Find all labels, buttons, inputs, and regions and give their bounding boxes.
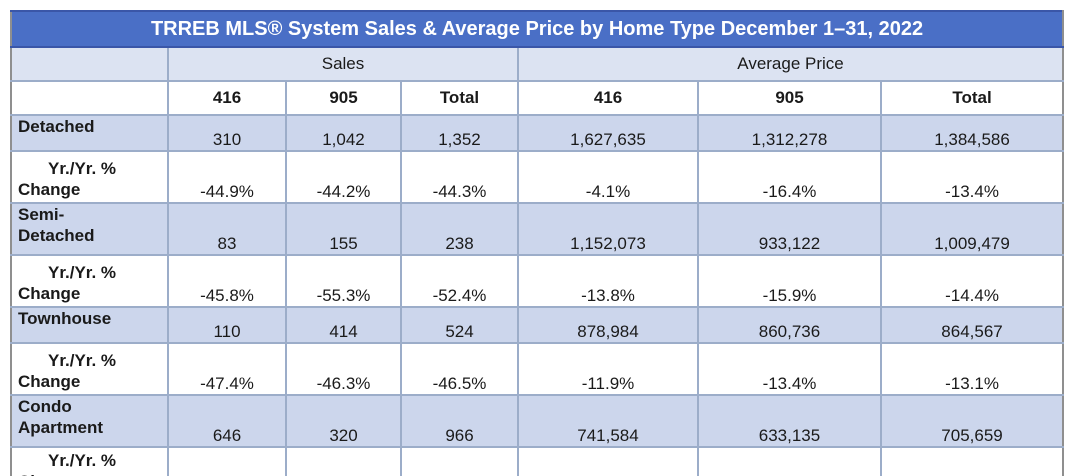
table-row-townhouse: Townhouse 110 414 524 878,984 860,736 86… xyxy=(10,306,1065,344)
cell-sales-905: 155 xyxy=(285,202,402,256)
cell-price-total: -14.4% xyxy=(879,254,1065,308)
table-title: TRREB MLS® System Sales & Average Price … xyxy=(9,10,1065,48)
cell-price-905: 860,736 xyxy=(697,306,882,344)
cell-sales-total: -52.4% xyxy=(400,254,519,308)
cell-sales-905: 320 xyxy=(285,394,402,448)
cell-sales-905: -55.3% xyxy=(285,254,402,308)
cell-price-total: -13.1% xyxy=(879,342,1065,396)
cell-sales-416: 110 xyxy=(167,306,287,344)
cell-sales-905: -44.2% xyxy=(285,150,402,204)
cell-sales-905: -47.4% xyxy=(285,446,402,476)
column-header-row: 416 905 Total 416 905 Total xyxy=(10,80,1065,116)
cell-price-total: -0.9% xyxy=(879,446,1065,476)
cell-sales-total: 524 xyxy=(400,306,519,344)
cell-price-416: 741,584 xyxy=(517,394,699,448)
group-header-row: Sales Average Price xyxy=(10,46,1065,82)
cell-price-905: 933,122 xyxy=(697,202,882,256)
cell-price-total: 705,659 xyxy=(879,394,1065,448)
table-row-detached: Detached 310 1,042 1,352 1,627,635 1,312… xyxy=(10,114,1065,152)
column-header-price-905: 905 xyxy=(697,80,882,116)
cell-price-905: -16.4% xyxy=(697,150,882,204)
cell-price-905: 633,135 xyxy=(697,394,882,448)
column-header-sales-total: Total xyxy=(400,80,519,116)
cell-price-total: 1,384,586 xyxy=(879,114,1065,152)
cell-price-905: -13.4% xyxy=(697,342,882,396)
table-row-detached-change: Yr./Yr. % Change -44.9% -44.2% -44.3% -4… xyxy=(10,150,1065,204)
row-label: Condo Apartment xyxy=(10,394,169,448)
cell-sales-total: -46.5% xyxy=(400,342,519,396)
row-label: Semi- Detached xyxy=(10,202,169,256)
cell-sales-416: -45.8% xyxy=(167,254,287,308)
group-header-sales: Sales xyxy=(167,46,519,82)
cell-price-905: -15.9% xyxy=(697,254,882,308)
cell-sales-total: 238 xyxy=(400,202,519,256)
cell-price-416: -4.1% xyxy=(517,150,699,204)
cell-price-416: -13.8% xyxy=(517,254,699,308)
cell-price-total: 864,567 xyxy=(879,306,1065,344)
cell-price-416: 1.4% xyxy=(517,446,699,476)
cell-sales-416: 83 xyxy=(167,202,287,256)
cell-sales-905: 414 xyxy=(285,306,402,344)
group-header-empty-cell xyxy=(10,46,169,82)
cell-sales-416: -47.4% xyxy=(167,342,287,396)
cell-sales-416: -55.3% xyxy=(167,446,287,476)
cell-price-416: 1,152,073 xyxy=(517,202,699,256)
cell-sales-416: 646 xyxy=(167,394,287,448)
column-header-price-416: 416 xyxy=(517,80,699,116)
cell-sales-total: 966 xyxy=(400,394,519,448)
table-row-semi-detached-change: Yr./Yr. % Change -45.8% -55.3% -52.4% -1… xyxy=(10,254,1065,308)
cell-price-905: 1,312,278 xyxy=(697,114,882,152)
cell-price-416: 1,627,635 xyxy=(517,114,699,152)
cell-sales-total: -44.3% xyxy=(400,150,519,204)
cell-sales-905: 1,042 xyxy=(285,114,402,152)
cell-price-total: -13.4% xyxy=(879,150,1065,204)
table-row-condo-apartment-change: Yr./Yr. % Change -55.3% -47.4% -52.9% 1.… xyxy=(10,446,1065,476)
table-row-condo-apartment: Condo Apartment 646 320 966 741,584 633,… xyxy=(10,394,1065,448)
column-header-sales-416: 416 xyxy=(167,80,287,116)
group-header-average-price: Average Price xyxy=(516,46,1065,82)
table-row-semi-detached: Semi- Detached 83 155 238 1,152,073 933,… xyxy=(10,202,1065,256)
cell-sales-416: 310 xyxy=(167,114,287,152)
cell-price-905: -5.2% xyxy=(697,446,882,476)
cell-sales-905: -46.3% xyxy=(285,342,402,396)
row-label: Yr./Yr. % Change xyxy=(10,254,169,308)
table-row-townhouse-change: Yr./Yr. % Change -47.4% -46.3% -46.5% -1… xyxy=(10,342,1065,396)
column-header-price-total: Total xyxy=(879,80,1065,116)
row-label: Yr./Yr. % Change xyxy=(10,342,169,396)
row-label: Yr./Yr. % Change xyxy=(10,150,169,204)
cell-sales-416: -44.9% xyxy=(167,150,287,204)
column-header-empty-cell xyxy=(10,80,169,116)
cell-price-416: 878,984 xyxy=(517,306,699,344)
cell-price-416: -11.9% xyxy=(517,342,699,396)
row-label: Detached xyxy=(10,114,169,152)
table-title-row: TRREB MLS® System Sales & Average Price … xyxy=(9,10,1065,48)
row-label: Townhouse xyxy=(10,306,169,344)
cell-sales-total: 1,352 xyxy=(400,114,519,152)
column-header-sales-905: 905 xyxy=(285,80,402,116)
sales-average-price-table: TRREB MLS® System Sales & Average Price … xyxy=(9,10,1065,476)
row-label: Yr./Yr. % Change xyxy=(10,446,169,476)
cell-price-total: 1,009,479 xyxy=(879,202,1065,256)
cell-sales-total: -52.9% xyxy=(400,446,519,476)
